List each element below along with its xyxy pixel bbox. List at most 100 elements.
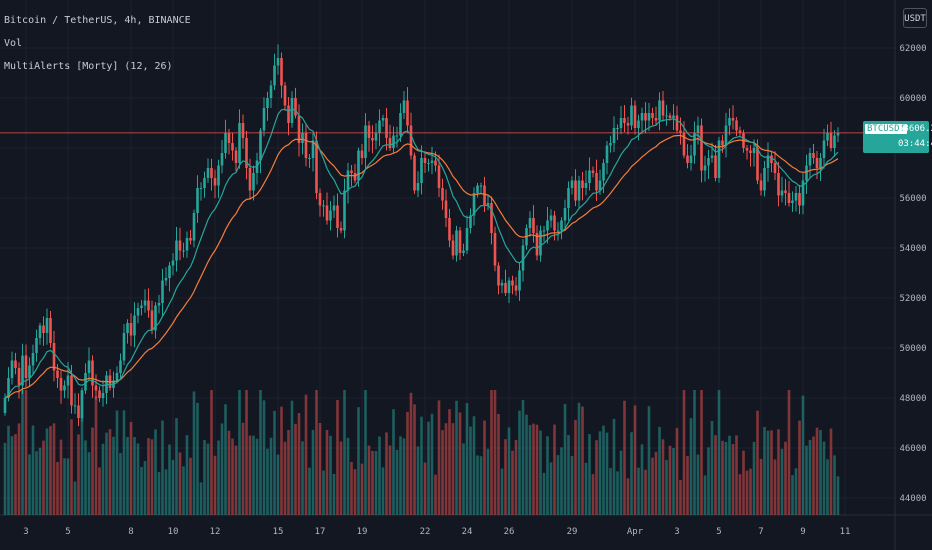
volume-bar bbox=[605, 432, 609, 515]
volume-bar bbox=[465, 403, 469, 515]
volume-bar bbox=[234, 445, 238, 515]
volume-bar bbox=[451, 423, 455, 515]
currency-unit-button[interactable]: USDT bbox=[903, 8, 927, 28]
candle bbox=[59, 370, 63, 404]
volume-bar bbox=[136, 443, 140, 515]
volume-bar bbox=[490, 390, 493, 515]
candle bbox=[21, 343, 24, 395]
volume-bar bbox=[147, 438, 150, 515]
volume-bar bbox=[794, 468, 798, 515]
candle bbox=[17, 362, 21, 399]
y-tick-label: 56000 bbox=[899, 194, 926, 204]
candle bbox=[724, 112, 728, 158]
candle bbox=[262, 97, 266, 137]
candle bbox=[255, 152, 259, 185]
candle bbox=[623, 104, 626, 133]
volume-bar bbox=[581, 406, 584, 515]
volume-bar bbox=[185, 435, 189, 515]
volume-bar bbox=[196, 402, 199, 515]
candle bbox=[91, 355, 94, 398]
candle bbox=[273, 53, 276, 91]
volume-bar bbox=[528, 425, 532, 515]
candle bbox=[731, 105, 735, 130]
y-tick-label: 50000 bbox=[899, 344, 926, 354]
volume-bar bbox=[70, 419, 73, 515]
volume-bar bbox=[73, 481, 77, 515]
volume-bar bbox=[119, 453, 122, 515]
volume-bar bbox=[276, 454, 280, 515]
candle bbox=[154, 302, 157, 339]
volume-bar bbox=[255, 438, 259, 515]
volume-bar bbox=[486, 448, 490, 515]
candle bbox=[518, 262, 521, 301]
volume-bar bbox=[633, 405, 637, 515]
x-tick-label: 29 bbox=[567, 527, 578, 537]
candle bbox=[199, 182, 203, 201]
volume-bar bbox=[787, 390, 791, 515]
volume-bar bbox=[500, 468, 504, 515]
volume-legend[interactable]: Vol bbox=[4, 38, 23, 49]
candle bbox=[637, 114, 640, 141]
candle bbox=[171, 253, 175, 276]
volume-bar bbox=[423, 462, 427, 515]
x-tick-label: 17 bbox=[315, 527, 326, 537]
candle bbox=[819, 153, 822, 182]
volume-bar bbox=[91, 427, 94, 515]
volume-bar bbox=[66, 458, 70, 515]
candle bbox=[206, 158, 210, 183]
candle bbox=[644, 102, 647, 134]
y-tick-label: 46000 bbox=[899, 444, 926, 454]
volume-bar bbox=[108, 429, 112, 515]
volume-bar bbox=[542, 472, 546, 515]
volume-bar bbox=[819, 429, 822, 515]
candle bbox=[801, 172, 805, 215]
x-tick-label: 5 bbox=[65, 527, 70, 537]
volume-bar bbox=[532, 423, 535, 515]
candle bbox=[710, 142, 714, 163]
volume-bar bbox=[574, 419, 577, 515]
candle bbox=[119, 353, 122, 380]
indicator-legend[interactable]: MultiAlerts [Morty] (12, 26) bbox=[4, 61, 173, 72]
volume-bar bbox=[623, 400, 626, 515]
candle bbox=[392, 126, 395, 154]
candle bbox=[696, 116, 700, 145]
candle bbox=[315, 131, 318, 200]
volume-bar bbox=[10, 436, 14, 515]
candle bbox=[500, 279, 504, 294]
time-axis[interactable]: 3 5 8 10 12 15 17 19 22 24 26 29 Apr 3 5 7 9 11 bbox=[23, 527, 850, 537]
volume-bar bbox=[430, 413, 434, 515]
volume-bar bbox=[658, 426, 661, 515]
volume-bar bbox=[511, 450, 514, 515]
candle bbox=[224, 119, 227, 159]
volume-bar bbox=[266, 448, 269, 515]
x-tick-label: 7 bbox=[758, 527, 763, 537]
candle bbox=[672, 104, 675, 131]
candle bbox=[147, 288, 150, 318]
candle bbox=[189, 229, 192, 245]
candle bbox=[381, 114, 385, 127]
volume-bar bbox=[668, 445, 672, 515]
volume-bar bbox=[140, 467, 143, 515]
candle bbox=[42, 316, 45, 346]
volume-bar bbox=[322, 470, 325, 515]
candle bbox=[231, 132, 234, 161]
volume-bar bbox=[556, 455, 560, 515]
candle bbox=[318, 188, 322, 217]
candle bbox=[462, 243, 465, 257]
volume-bar bbox=[294, 423, 297, 515]
volume-bar bbox=[798, 420, 801, 515]
volume-bar bbox=[161, 420, 164, 515]
candle bbox=[122, 324, 126, 366]
volume-bar bbox=[413, 404, 416, 515]
volume-bar bbox=[462, 443, 465, 515]
x-tick-label: 3 bbox=[674, 527, 679, 537]
volume-bar bbox=[507, 427, 511, 515]
price-tag-value: 58606.24 bbox=[898, 124, 932, 134]
volume-bar bbox=[343, 390, 346, 515]
candle bbox=[10, 351, 14, 385]
candle bbox=[143, 289, 147, 313]
volume-bar bbox=[308, 467, 311, 515]
price-axis[interactable]: 4400046000480005000052000540005600058000… bbox=[899, 44, 926, 504]
candle bbox=[574, 169, 577, 207]
